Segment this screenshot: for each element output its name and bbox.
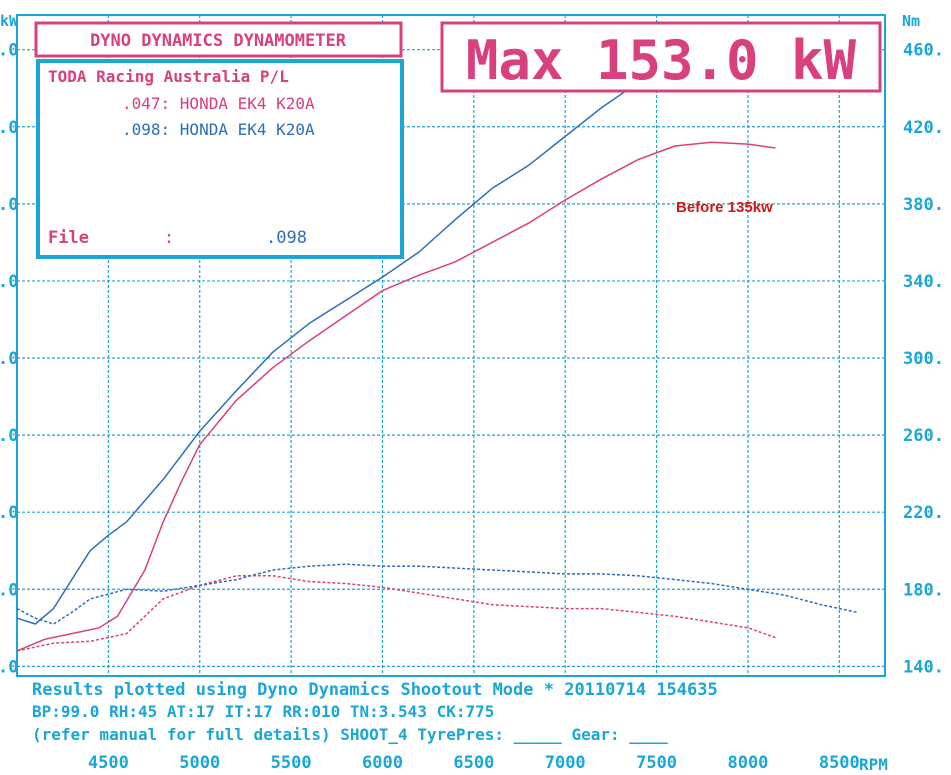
y-left-tick-label-1: .0 [0,118,18,138]
max-power-label: Max 153.0 kW [466,29,857,92]
x-tick-label-4: 6500 [453,753,494,773]
y-left-tick-label-8: .0 [0,657,18,677]
series-line-torque-2 [16,575,776,652]
y-right-tick-label-3: 340. [903,272,944,292]
y-right-tick-label-4: 300. [903,349,944,369]
file-separator: : [164,228,174,248]
brand-box [34,21,403,58]
y-right-tick-label-2: 380. [903,195,944,215]
footer-line-3: (refer manual for full details) SHOOT_4 … [32,725,668,744]
file-label: File [48,228,89,248]
y-right-tick-label-0: 460. [903,41,944,61]
y-right-tick-label-1: 420. [903,118,944,138]
y-right-tick-label-7: 180. [903,580,944,600]
max-box [440,21,882,93]
tick-labels: 4500 5000 5500 6000 6500 7000 7500 8000 8500 460.… [0,41,944,773]
x-tick-label-2: 5500 [271,753,312,773]
y-left-tick-label-4: .0 [0,349,18,369]
file-value: .098 [266,228,307,248]
run1-label: .047: HONDA EK4 K20A [122,94,315,113]
y-left-tick-label-0: .0 [0,41,18,61]
y-right-tick-label-5: 260. [903,426,944,446]
y-right-axis-label: Nm [902,12,920,30]
footer-line-2: BP:99.0 RH:45 AT:17 IT:17 RR:010 TN:3.54… [32,702,494,721]
y-left-tick-label-5: .0 [0,426,18,446]
x-tick-label-6: 7500 [636,753,677,773]
y-left-axis-label: kW [0,12,19,30]
x-tick-label-1: 5000 [179,753,220,773]
y-right-tick-label-8: 140. [903,657,944,677]
x-tick-label-3: 6000 [362,753,403,773]
x-tick-label-0: 4500 [88,753,129,773]
y-left-tick-label-7: .0 [0,580,18,600]
plot-frame [16,14,886,677]
footer-line-1: Results plotted using Dyno Dynamics Shoo… [32,680,718,700]
y-right-tick-label-6: 220. [903,503,944,523]
info-box [36,59,404,259]
run2-label: .098: HONDA EK4 K20A [122,120,315,139]
series-line-torque-3 [16,563,858,625]
y-left-tick-label-2: .0 [0,195,18,215]
y-left-tick-label-3: .0 [0,272,18,292]
brand-title: DYNO DYNAMICS DYNAMOMETER [90,31,347,51]
x-tick-label-8: 8500 [819,753,860,773]
x-tick-label-5: 7000 [545,753,586,773]
before-annotation: Before 135kw [676,199,773,216]
x-tick-label-7: 8000 [727,753,768,773]
redacted-block-1 [52,92,122,112]
series-line-power-0 [16,141,776,652]
company-name: TODA Racing Australia P/L [48,67,289,86]
x-axis-label: RPM [859,755,888,774]
y-left-tick-label-6: .0 [0,503,18,523]
